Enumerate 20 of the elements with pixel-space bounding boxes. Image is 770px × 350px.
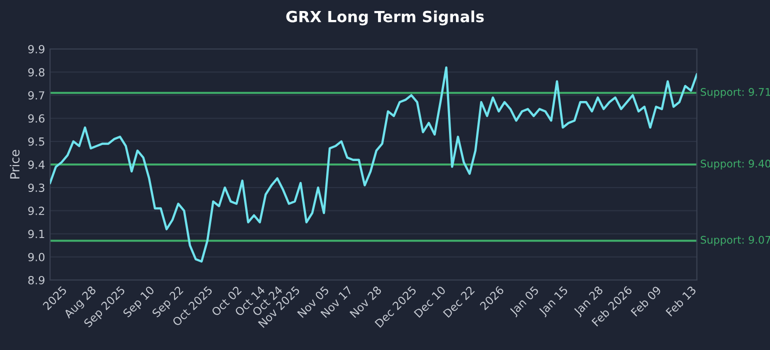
x-tick-label: Feb 09 bbox=[630, 285, 662, 317]
y-tick-label: 9.5 bbox=[28, 137, 44, 146]
chart-title: GRX Long Term Signals bbox=[286, 10, 484, 26]
y-tick-label: 9.4 bbox=[28, 160, 45, 169]
y-tick-label: 9.3 bbox=[28, 184, 44, 192]
x-tick-label: Feb 13 bbox=[665, 285, 696, 317]
y-tick-label: 8.9 bbox=[28, 276, 44, 284]
line-series bbox=[50, 66, 697, 263]
y-tick-label: 9.9 bbox=[28, 44, 44, 54]
y-tick-label: 9.6 bbox=[28, 114, 44, 123]
y-axis-title: Price bbox=[10, 150, 20, 179]
y-tick-label: 9.2 bbox=[28, 206, 44, 216]
y-tick-label: 9.7 bbox=[28, 91, 44, 100]
y-tick-label: 9.8 bbox=[28, 68, 44, 76]
x-tick-label: Jan 05 bbox=[508, 286, 541, 318]
ref-line-label: Support: 9.71 bbox=[700, 88, 770, 98]
y-tick-label: 9.1 bbox=[28, 230, 44, 238]
x-tick-label: Jan 15 bbox=[538, 286, 570, 318]
y-tick-label: 9.0 bbox=[28, 252, 44, 262]
ref-line-label: Support: 9.07 bbox=[700, 236, 770, 246]
